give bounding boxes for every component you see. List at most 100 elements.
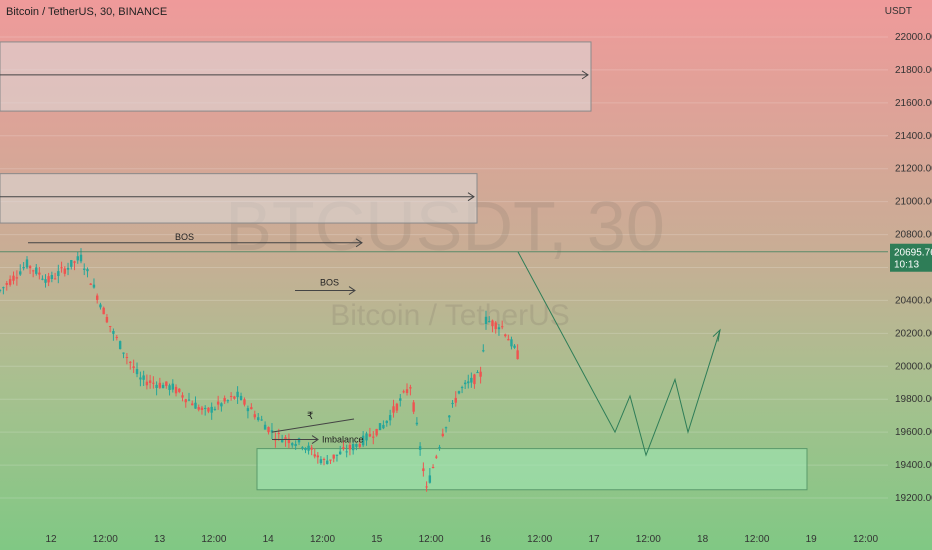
candle-body-118: [385, 420, 388, 424]
x-tick-6: 15: [371, 534, 383, 545]
candle-body-62: [200, 407, 204, 410]
price-badge-value: 20695.76: [894, 248, 932, 259]
candle-body-52: [168, 385, 171, 390]
candle-body-49: [158, 382, 162, 388]
candle-body-152: [494, 322, 497, 330]
candle-body-32: [102, 307, 105, 315]
candle-body-136: [444, 427, 448, 429]
candle-body-6: [19, 271, 22, 275]
candle-body-145: [473, 374, 476, 385]
candle-body-114: [372, 436, 375, 438]
zone-supply_zone_upper: [0, 41, 592, 112]
candle-body-69: [223, 397, 226, 402]
candle-body-72: [233, 396, 236, 399]
candle-body-20: [63, 268, 66, 274]
candle-body-146: [476, 372, 479, 374]
y-tick-5: 20200.00: [895, 328, 932, 339]
candle-body-65: [210, 406, 213, 413]
y-tick-4: 20000.00: [895, 361, 932, 372]
candle-body-14: [44, 279, 47, 283]
candle-body-60: [194, 402, 197, 409]
y-tick-3: 19800.00: [895, 394, 932, 405]
x-tick-13: 12:00: [744, 534, 769, 545]
candle-body-9: [28, 266, 32, 269]
candle-body-154: [501, 326, 504, 328]
candle-body-26: [83, 268, 86, 270]
x-tick-3: 12:00: [201, 534, 226, 545]
candle-body-131: [428, 475, 432, 483]
y-tick-11: 21400.00: [895, 131, 932, 142]
candle-body-149: [484, 316, 488, 324]
candle-body-77: [250, 407, 253, 410]
candle-body-5: [15, 277, 19, 279]
bos-1-label: BOS: [175, 232, 194, 242]
candle-body-90: [294, 444, 297, 446]
y-tick-6: 20400.00: [895, 295, 932, 306]
candle-body-128: [418, 446, 422, 450]
candle-body-81: [263, 424, 267, 430]
candle-body-122: [399, 398, 402, 401]
candle-body-99: [322, 459, 326, 461]
candle-body-17: [53, 278, 57, 280]
candle-body-88: [287, 438, 291, 444]
candle-body-121: [395, 403, 399, 411]
candle-body-35: [112, 330, 115, 334]
candle-body-156: [507, 339, 510, 341]
x-tick-7: 12:00: [419, 534, 444, 545]
zone-supply_zone_lower: [0, 173, 478, 224]
candle-body-106: [345, 451, 348, 453]
candle-body-46: [148, 380, 152, 383]
candle-body-28: [89, 283, 92, 285]
candle-body-159: [516, 350, 519, 360]
candle-body-79: [257, 417, 260, 421]
candle-body-63: [204, 407, 207, 409]
candle-body-16: [50, 275, 54, 279]
candle-body-71: [229, 395, 233, 397]
candle-body-148: [482, 350, 485, 352]
x-tick-11: 12:00: [636, 534, 661, 545]
y-tick-8: 20800.00: [895, 230, 932, 241]
x-tick-15: 12:00: [853, 534, 878, 545]
candle-body-103: [335, 454, 339, 456]
candle-body-82: [267, 427, 270, 433]
candle-body-25: [79, 254, 83, 262]
candle-body-107: [348, 444, 352, 450]
candle-body-66: [213, 408, 217, 410]
candle-body-135: [441, 433, 444, 437]
y-tick-2: 19600.00: [895, 427, 932, 438]
bos-2-label: BOS: [320, 278, 339, 288]
candle-body-36: [115, 336, 118, 338]
candle-body-67: [216, 401, 220, 405]
candle-body-48: [155, 384, 158, 389]
candle-body-1: [2, 287, 5, 289]
candle-body-42: [135, 369, 139, 375]
x-tick-1: 12:00: [93, 534, 118, 545]
candle-body-155: [504, 334, 507, 337]
candle-body-54: [174, 386, 178, 394]
candle-body-104: [339, 451, 342, 455]
candle-body-37: [118, 341, 122, 350]
candle-body-111: [361, 435, 365, 446]
candle-body-123: [402, 391, 405, 393]
bos-1-head: [355, 238, 363, 248]
candle-body-41: [132, 366, 135, 368]
candle-body-85: [277, 433, 280, 435]
candle-body-11: [35, 267, 38, 274]
candle-body-76: [246, 408, 250, 412]
candle-body-0: [0, 289, 2, 291]
candle-body-68: [220, 403, 223, 407]
y-tick-14: 22000.00: [895, 32, 932, 43]
upper-zone-arrow-head: [581, 70, 589, 80]
candle-body-125: [409, 387, 412, 389]
candle-body-142: [463, 382, 467, 385]
candle-body-105: [342, 447, 345, 449]
candle-body-137: [448, 415, 451, 418]
candle-body-51: [165, 381, 168, 386]
candle-body-112: [365, 433, 368, 441]
candle-body-61: [197, 407, 200, 410]
y-tick-13: 21800.00: [895, 65, 932, 76]
candle-body-29: [92, 284, 96, 288]
candle-body-138: [451, 402, 454, 405]
